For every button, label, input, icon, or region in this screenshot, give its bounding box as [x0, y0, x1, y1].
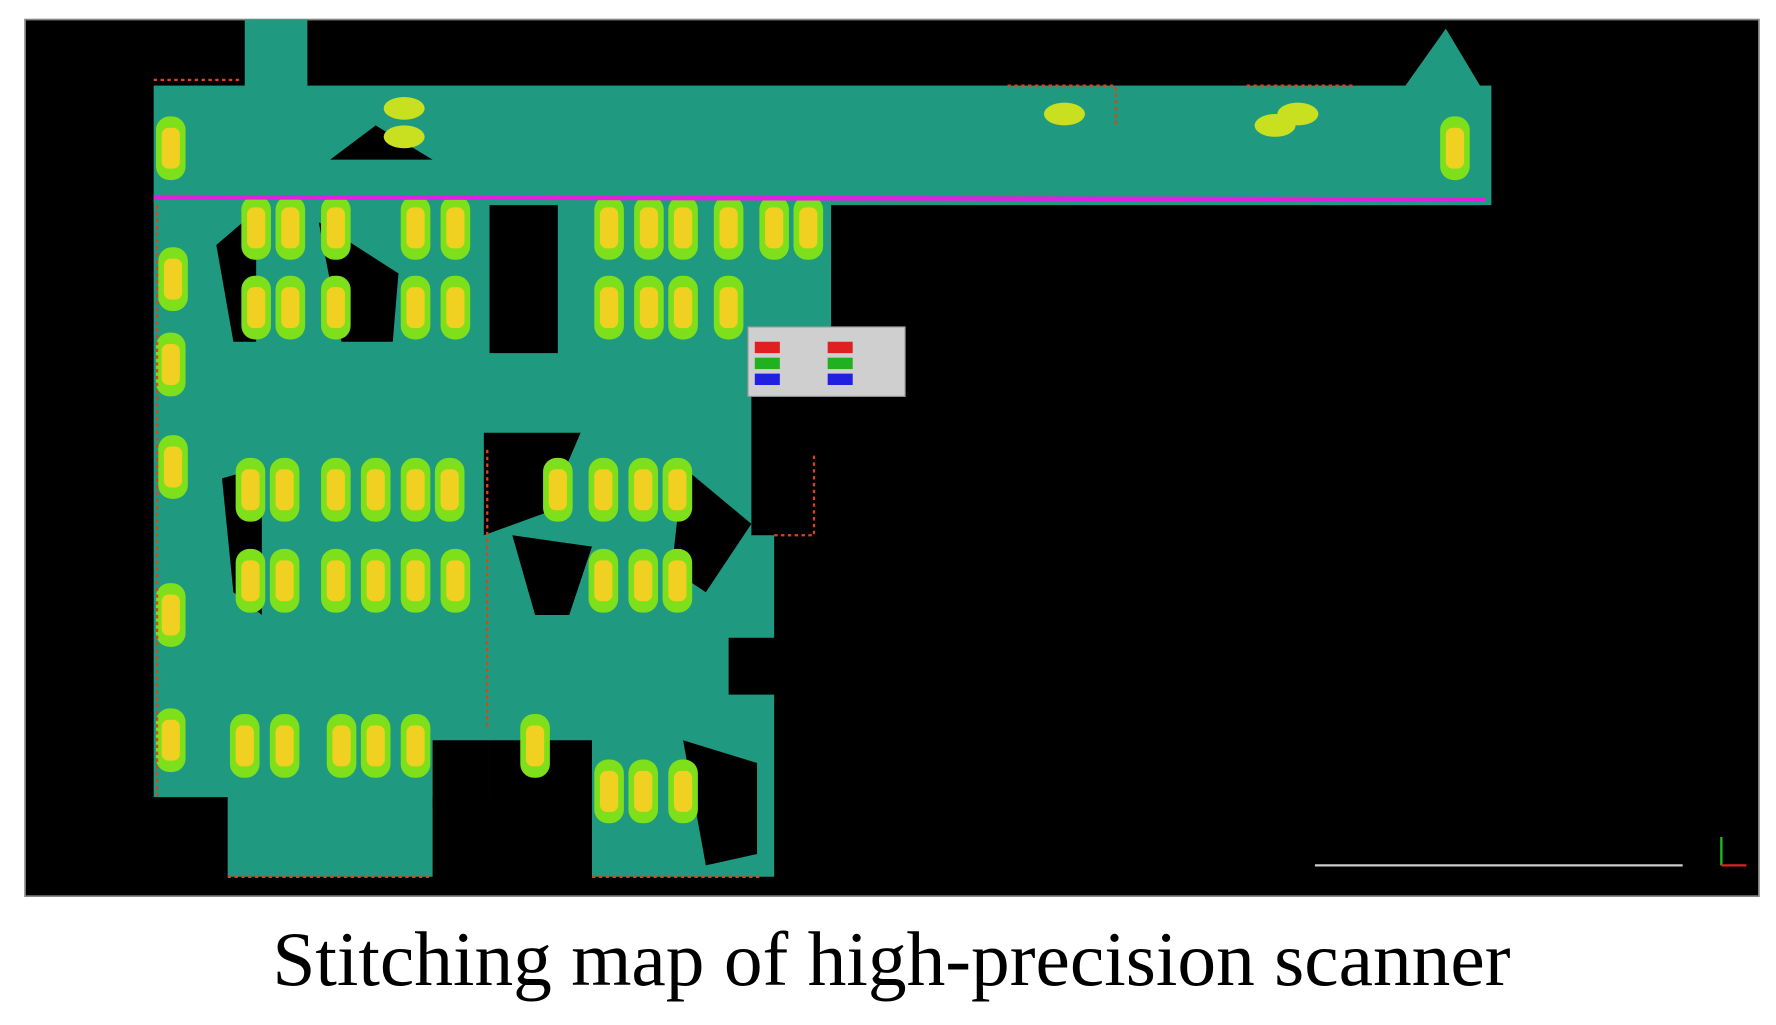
car: [163, 258, 183, 300]
car: [275, 469, 294, 511]
car: [247, 287, 266, 329]
car: [366, 725, 385, 767]
car: [446, 560, 465, 602]
car: [161, 127, 180, 169]
car: [161, 344, 180, 385]
floor: [153, 19, 1492, 877]
car: [634, 770, 653, 812]
car: [161, 719, 180, 761]
point-cloud-map: [153, 19, 1492, 878]
car: [406, 469, 425, 511]
car: [639, 207, 659, 249]
trajectory: [153, 194, 1486, 202]
car: [668, 469, 687, 511]
car: [673, 207, 693, 249]
car: [765, 207, 784, 249]
car: [366, 560, 385, 602]
car: [525, 725, 545, 767]
car: [673, 287, 693, 329]
car: [406, 560, 425, 602]
car: [275, 560, 294, 602]
car: [235, 725, 254, 767]
car: [326, 469, 345, 511]
car: [326, 207, 345, 249]
car: [668, 560, 687, 602]
shadow: [216, 125, 758, 866]
car: [594, 560, 613, 602]
car: [281, 207, 300, 249]
car: [383, 125, 425, 149]
car: [281, 287, 300, 329]
cars: [155, 96, 1470, 824]
car: [599, 207, 619, 249]
car: [719, 287, 738, 329]
car: [326, 560, 345, 602]
car: [366, 469, 385, 511]
car: [1277, 102, 1319, 126]
car: [673, 770, 693, 812]
car: [383, 96, 425, 120]
car: [634, 469, 653, 511]
car: [275, 725, 294, 767]
car: [406, 725, 425, 767]
car: [634, 560, 653, 602]
car: [241, 560, 260, 602]
car: [799, 207, 818, 249]
car: [1043, 102, 1085, 126]
car: [446, 287, 465, 329]
car: [241, 469, 260, 511]
car: [1445, 127, 1465, 169]
car: [548, 469, 567, 511]
car: [161, 594, 180, 636]
car: [247, 207, 266, 249]
car: [163, 446, 183, 488]
car: [639, 287, 659, 329]
walls: [153, 78, 1355, 878]
measurement-box: [747, 326, 906, 397]
car: [719, 207, 738, 249]
car: [599, 770, 619, 812]
car: [594, 469, 613, 511]
car: [440, 469, 459, 511]
caption: Stitching map of high-precision scanner: [272, 916, 1510, 1002]
car: [406, 207, 425, 249]
car: [406, 287, 425, 329]
car: [326, 287, 345, 329]
car: [332, 725, 351, 767]
car: [446, 207, 465, 249]
car: [599, 287, 619, 329]
